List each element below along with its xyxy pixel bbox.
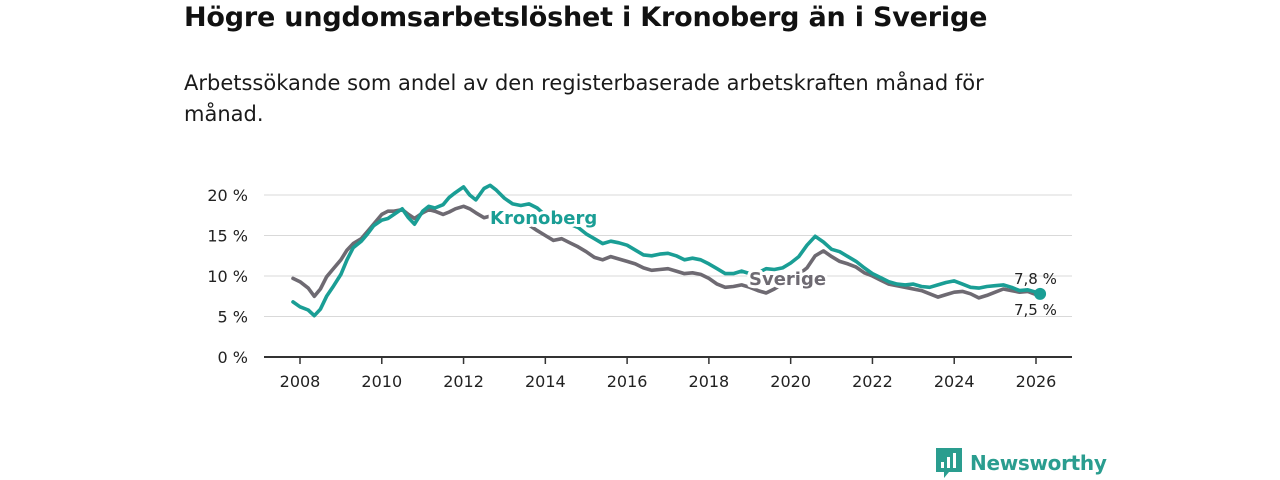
x-tick-label: 2022 (852, 372, 893, 391)
x-tick-label: 2008 (280, 372, 321, 391)
x-tick-label: 2016 (607, 372, 648, 391)
brand: Newsworthy (936, 448, 1107, 478)
kronoberg-end-point (1034, 287, 1047, 300)
y-tick-label: 0 % (218, 348, 248, 367)
chart-subtitle: Arbetssökande som andel av den registerb… (184, 71, 984, 126)
brand-name: Newsworthy (970, 451, 1107, 475)
x-tick-label: 2018 (689, 372, 730, 391)
end-label-sverige: 7,5 % (1014, 301, 1057, 319)
series-label-sverige: Sverige (749, 269, 826, 290)
y-tick-label: 10 % (207, 267, 248, 286)
x-tick-label: 2026 (1016, 372, 1057, 391)
grid-lines (264, 194, 1072, 317)
chart-title: Högre ungdomsarbetslöshet i Kronoberg än… (184, 2, 988, 33)
chart-labels: 0 % 5 % 10 % 15 % 20 % 2008 2010 2012 2014 2016 20… (207, 186, 1057, 391)
y-tick-label: 20 % (207, 186, 248, 205)
series-label-kronoberg: Kronoberg (490, 208, 597, 229)
y-tick-label: 15 % (207, 227, 248, 246)
series-line-kronoberg (291, 183, 1042, 318)
end-label-kronoberg: 7,8 % (1014, 270, 1057, 288)
x-tick-label: 2024 (934, 372, 975, 391)
x-tick-label: 2020 (770, 372, 811, 391)
newsworthy-logo-icon (936, 448, 962, 478)
x-tick-label: 2012 (443, 372, 484, 391)
y-tick-label: 5 % (218, 308, 248, 327)
x-tick-label: 2010 (361, 372, 402, 391)
x-tick-label: 2014 (525, 372, 566, 391)
axes (264, 356, 1072, 364)
series-lines (291, 183, 1047, 318)
